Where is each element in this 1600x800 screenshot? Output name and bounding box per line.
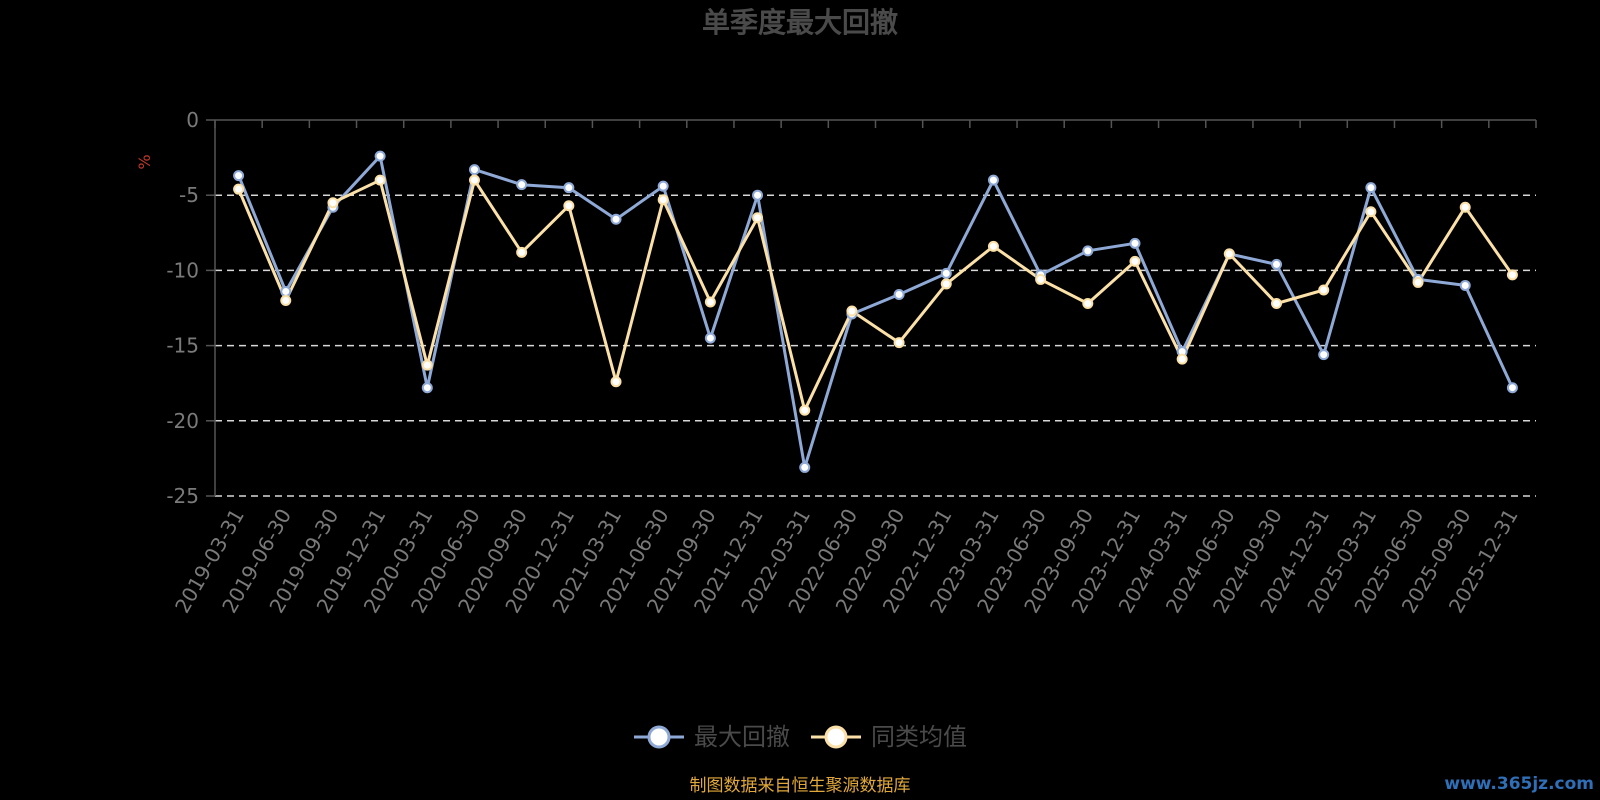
series-1-point[interactable] xyxy=(1506,382,1518,394)
series-2-point[interactable] xyxy=(799,404,811,416)
series-1-point[interactable] xyxy=(940,267,952,279)
series-1-point[interactable] xyxy=(1365,182,1377,194)
series-1-point[interactable] xyxy=(987,174,999,186)
series-2-point[interactable] xyxy=(1506,269,1518,281)
series-2-point[interactable] xyxy=(610,376,622,388)
series-1-point[interactable] xyxy=(799,461,811,473)
series-1-point[interactable] xyxy=(752,189,764,201)
y-tick-label: -25 xyxy=(166,484,199,508)
legend-swatch-marker-1 xyxy=(647,725,671,749)
series-2-point[interactable] xyxy=(657,194,669,206)
series-1-point[interactable] xyxy=(1318,349,1330,361)
watermark: www.365jz.com xyxy=(1444,774,1594,794)
series-2-point[interactable] xyxy=(563,200,575,212)
series-1-point[interactable] xyxy=(1129,237,1141,249)
gridlines xyxy=(215,194,1536,497)
y-axis-unit: % xyxy=(135,154,154,169)
series-2-point[interactable] xyxy=(704,296,716,308)
series-lines xyxy=(233,150,1518,473)
y-tick-label: 0 xyxy=(186,108,199,132)
series-2-point[interactable] xyxy=(1176,353,1188,365)
series-2-point[interactable] xyxy=(752,212,764,224)
series-1-point[interactable] xyxy=(893,288,905,300)
series-2-point[interactable] xyxy=(1129,255,1141,267)
source-note: 制图数据来自恒生聚源数据库 xyxy=(690,776,911,796)
legend[interactable]: 最大回撤 同类均值 xyxy=(634,723,967,751)
series-line-2 xyxy=(237,178,1514,412)
series-2-point[interactable] xyxy=(1412,276,1424,288)
series-1-point[interactable] xyxy=(563,182,575,194)
series-2-point[interactable] xyxy=(846,305,858,317)
series-1-point[interactable] xyxy=(704,332,716,344)
series-2-point[interactable] xyxy=(940,278,952,290)
series-2-point[interactable] xyxy=(987,240,999,252)
series-2-point[interactable] xyxy=(421,359,433,371)
series-2-point[interactable] xyxy=(233,183,245,195)
series-2-point[interactable] xyxy=(1271,297,1283,309)
series-1-point[interactable] xyxy=(421,382,433,394)
legend-item-series-1[interactable]: 最大回撤 xyxy=(634,723,790,751)
series-2-point[interactable] xyxy=(1035,273,1047,285)
series-1-point[interactable] xyxy=(657,180,669,192)
series-2-point[interactable] xyxy=(468,174,480,186)
legend-item-series-2[interactable]: 同类均值 xyxy=(811,723,967,751)
series-2-point[interactable] xyxy=(374,174,386,186)
series-1-point[interactable] xyxy=(468,164,480,176)
legend-label-series-2: 同类均值 xyxy=(871,723,967,751)
series-1-point[interactable] xyxy=(516,179,528,191)
series-1-point[interactable] xyxy=(280,285,292,297)
series-1-point[interactable] xyxy=(610,213,622,225)
y-tick-label: -10 xyxy=(166,258,199,282)
series-2-point[interactable] xyxy=(516,246,528,258)
series-1-point[interactable] xyxy=(374,150,386,162)
series-2-point[interactable] xyxy=(1459,201,1471,213)
series-2-point[interactable] xyxy=(893,337,905,349)
series-2-point[interactable] xyxy=(1223,248,1235,260)
series-1-point[interactable] xyxy=(1271,258,1283,270)
series-1-point[interactable] xyxy=(233,170,245,182)
series-2-point[interactable] xyxy=(327,197,339,209)
series-1-point[interactable] xyxy=(1082,245,1094,257)
y-tick-label: -15 xyxy=(166,334,199,358)
y-tick-label: -5 xyxy=(179,183,199,207)
legend-swatch-marker-2 xyxy=(824,725,848,749)
series-2-point[interactable] xyxy=(1318,284,1330,296)
series-1-point[interactable] xyxy=(1459,279,1471,291)
chart-title: 单季度最大回撤 xyxy=(702,6,898,39)
legend-label-series-1: 最大回撤 xyxy=(694,723,790,751)
series-2-point[interactable] xyxy=(1365,206,1377,218)
series-2-point[interactable] xyxy=(1082,297,1094,309)
y-tick-label: -20 xyxy=(166,409,199,433)
series-2-point[interactable] xyxy=(280,294,292,306)
